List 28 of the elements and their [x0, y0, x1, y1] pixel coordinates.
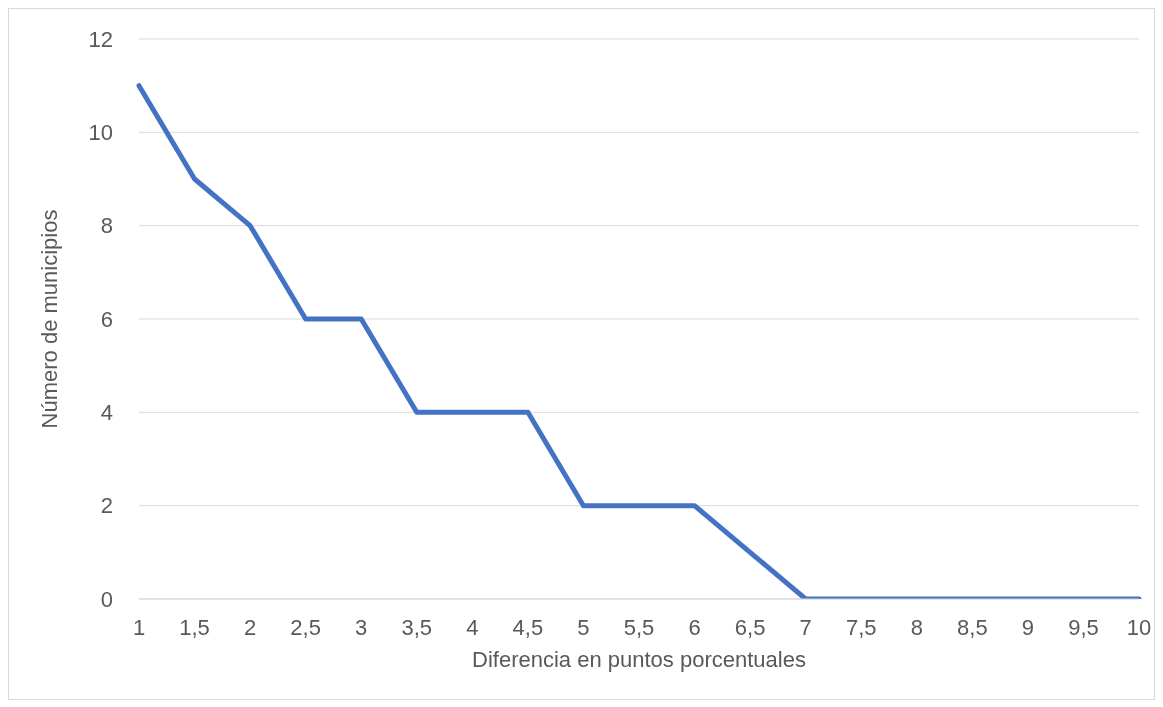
x-tick-label: 8 [910, 614, 923, 640]
x-axis-title: Diferencia en puntos porcentuales [472, 647, 806, 672]
y-tick-label: 12 [88, 26, 113, 52]
x-tick-label: 6 [688, 614, 701, 640]
y-tick-label: 8 [100, 213, 113, 239]
x-tick-label: 7,5 [845, 614, 877, 640]
x-tick-label: 7 [799, 614, 812, 640]
x-tick-label: 3 [355, 614, 368, 640]
y-axis-title: Número de municipios [36, 209, 62, 429]
x-tick-label: 1 [132, 614, 146, 640]
x-tick-label: 5,5 [623, 614, 655, 640]
x-tick-label: 2,5 [290, 614, 321, 640]
y-tick-label: 6 [100, 306, 113, 332]
x-tick-label: 2 [243, 614, 257, 640]
y-tick-label: 4 [100, 400, 113, 426]
x-tick-label: 1,5 [179, 614, 210, 640]
y-tick-label: 10 [88, 120, 113, 146]
x-tick-label: 9 [1021, 614, 1035, 640]
x-tick-label: 5 [577, 614, 590, 640]
x-tick-label: 3,5 [401, 614, 433, 640]
x-tick-label: 4,5 [512, 614, 544, 640]
y-tick-label: 2 [100, 493, 113, 519]
x-tick-label: 10 [1126, 614, 1152, 640]
x-tick-label: 6,5 [734, 614, 766, 640]
y-tick-label: 0 [100, 586, 113, 612]
x-tick-label: 9,5 [1068, 614, 1099, 640]
x-tick-label: 8,5 [957, 614, 988, 640]
x-tick-label: 4 [466, 614, 479, 640]
